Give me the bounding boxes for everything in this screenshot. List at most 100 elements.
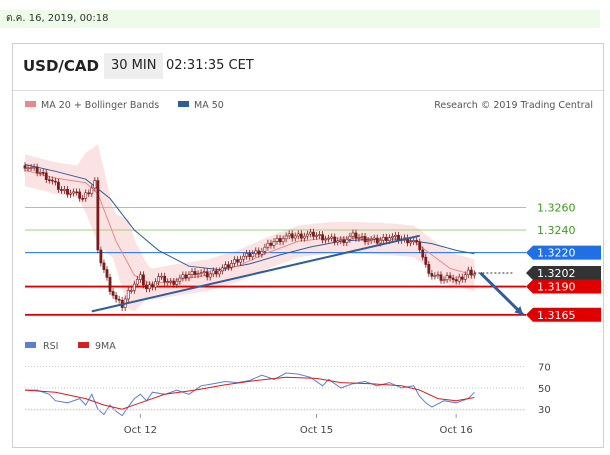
candle-body	[160, 275, 164, 278]
forecast-arrow-shaft	[479, 271, 525, 316]
candle-body	[157, 276, 161, 283]
candle-body	[129, 290, 133, 292]
rsi-legend: RSI 9MA	[25, 341, 116, 352]
candle-body	[330, 236, 334, 239]
candle-body	[472, 273, 476, 276]
candle-body	[293, 235, 297, 239]
candle-body	[227, 264, 230, 268]
timeframe-badge[interactable]: 30 MIN	[104, 53, 164, 79]
rsi-ma-legend-label: 9MA	[95, 341, 116, 352]
candle-body	[50, 179, 54, 182]
rsi-series-9ma	[24, 376, 475, 410]
support-trendline	[91, 234, 420, 313]
chart-header: USD/CAD 30 MIN 02:31:35 CET	[13, 44, 603, 90]
candle-body	[257, 250, 261, 255]
candle-body	[47, 179, 51, 181]
rsi-legend-label: RSI	[43, 341, 58, 352]
candle-body	[457, 276, 461, 282]
candle-body	[248, 253, 252, 258]
candle-body	[224, 264, 227, 269]
candle-body	[375, 237, 379, 244]
candle-body	[90, 187, 94, 194]
candle-body	[81, 198, 85, 200]
candle-body	[38, 172, 42, 174]
candle-body	[187, 274, 191, 279]
candle-body	[412, 240, 416, 242]
candle-body	[148, 284, 151, 290]
rsi-pane: 70 50 30	[24, 363, 551, 417]
candle-body	[181, 274, 185, 279]
candle-body	[309, 231, 312, 235]
candle-body	[211, 270, 215, 275]
candle-body	[175, 280, 179, 285]
candle-body	[32, 166, 36, 169]
candle-body	[239, 258, 242, 263]
candle-body	[372, 237, 376, 240]
candle-body	[184, 274, 188, 279]
candle-body	[305, 233, 309, 237]
rsi-legend-swatch	[25, 342, 36, 348]
candle-body	[272, 241, 276, 246]
candle-body	[436, 274, 440, 277]
level-label-1-3240: 1.3240	[537, 224, 576, 237]
candle-body	[193, 271, 197, 275]
level-label-1-3220: 1.3220	[537, 247, 576, 260]
rsi-tick-30: 30	[538, 405, 551, 416]
rsi-tick-50: 50	[538, 384, 551, 395]
ma50-legend-swatch	[178, 101, 189, 107]
candle-body	[245, 253, 249, 257]
forecast-arrow-head	[514, 306, 523, 315]
research-credit: Research © 2019 Trading Central	[434, 100, 593, 111]
candle-body	[23, 165, 27, 169]
candle-body	[469, 269, 473, 276]
candle-body	[202, 271, 206, 273]
candle-body	[454, 279, 458, 282]
candle-body	[312, 231, 315, 237]
candle-body	[284, 235, 288, 240]
level-label-1-3165: 1.3165	[537, 309, 576, 322]
candle-body	[381, 236, 385, 241]
candle-body	[99, 249, 103, 264]
candle-body	[190, 271, 194, 275]
bollinger-bands	[25, 144, 475, 312]
candle-body	[105, 269, 109, 278]
candles	[23, 162, 476, 311]
candle-body	[108, 277, 112, 292]
candle-body	[102, 262, 106, 270]
candle-body	[78, 191, 82, 199]
candle-body	[360, 236, 364, 238]
candle-body	[126, 290, 130, 300]
level-label-1-3190: 1.3190	[537, 281, 576, 294]
candle-body	[433, 275, 437, 277]
candle-body	[169, 281, 173, 283]
candle-body	[233, 259, 236, 264]
candle-body	[275, 238, 279, 242]
header-divider	[13, 90, 603, 91]
candle-body	[96, 180, 100, 251]
candle-body	[72, 191, 75, 194]
candle-body	[296, 233, 300, 237]
candle-body	[60, 189, 63, 191]
candle-body	[427, 264, 431, 274]
candle-body	[163, 275, 167, 283]
candle-body	[138, 274, 142, 280]
level-tag-1-3220	[526, 245, 601, 260]
candle-body	[466, 269, 470, 275]
candle-body	[366, 240, 370, 243]
candle-body	[199, 272, 203, 274]
candle-body	[269, 242, 273, 246]
level-tag-1-3202	[526, 265, 601, 280]
candle-body	[336, 240, 340, 243]
candle-body	[333, 236, 337, 243]
candle-body	[230, 263, 233, 268]
candle-body	[87, 192, 91, 195]
x-axis: Oct 12 Oct 15 Oct 16	[25, 409, 526, 436]
candle-body	[290, 233, 294, 239]
trendlines	[91, 234, 525, 316]
candle-body	[29, 167, 33, 169]
candle-body	[135, 279, 139, 285]
price-chart: MA 20 + Bollinger Bands MA 50 Research ©…	[23, 100, 601, 436]
candle-body	[114, 295, 118, 300]
bollinger-band-area	[25, 144, 475, 312]
